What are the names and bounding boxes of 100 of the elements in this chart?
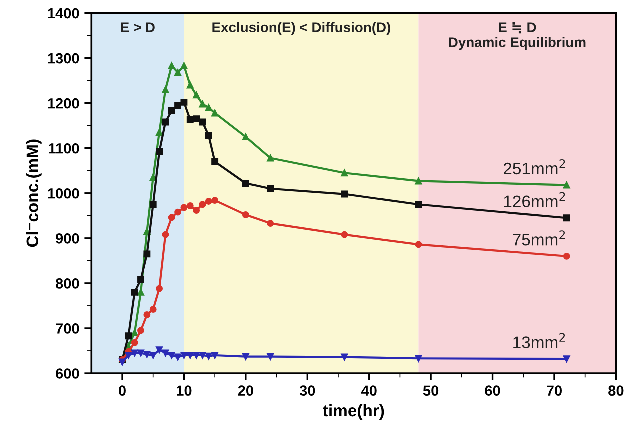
series-label: 126mm$^{2}$ xyxy=(504,192,566,208)
point xyxy=(205,352,212,360)
point xyxy=(205,132,212,140)
point xyxy=(168,108,176,114)
point xyxy=(186,82,194,89)
point xyxy=(205,104,212,112)
point xyxy=(341,231,348,238)
x-tick-label: 50 xyxy=(423,386,439,396)
band-label: E > D xyxy=(121,22,155,32)
point xyxy=(162,231,170,238)
point xyxy=(174,69,182,76)
x-tick-label: 30 xyxy=(300,386,316,396)
y-tick-label: 1300 xyxy=(48,53,80,64)
point xyxy=(144,228,151,236)
point xyxy=(138,327,144,334)
point xyxy=(150,352,157,359)
point xyxy=(156,148,163,156)
point xyxy=(242,134,250,141)
point xyxy=(168,214,176,222)
point xyxy=(341,170,348,177)
point xyxy=(180,98,188,106)
point xyxy=(156,285,163,292)
y-tick-label: 1200 xyxy=(48,98,80,109)
point xyxy=(144,351,151,358)
point xyxy=(131,288,138,296)
point xyxy=(125,332,132,340)
point xyxy=(180,352,188,359)
point xyxy=(415,355,422,362)
point xyxy=(242,353,250,360)
x-tick-label: 20 xyxy=(238,386,254,396)
point xyxy=(199,201,206,208)
point xyxy=(138,288,144,296)
x-tick-label: 10 xyxy=(177,386,192,396)
point xyxy=(193,92,200,99)
point xyxy=(186,202,194,210)
point xyxy=(138,276,144,284)
x-tick-label: 60 xyxy=(485,386,500,396)
point xyxy=(174,354,182,361)
point xyxy=(150,201,157,208)
point xyxy=(199,100,206,108)
point xyxy=(193,207,200,214)
point xyxy=(150,306,157,314)
y-tick-label: 1400 xyxy=(48,8,80,19)
point xyxy=(242,212,250,218)
point xyxy=(242,180,250,187)
point xyxy=(162,350,170,357)
point xyxy=(138,350,144,357)
point xyxy=(162,86,170,94)
point xyxy=(267,154,274,162)
point xyxy=(563,182,570,189)
y-tick-label: 600 xyxy=(56,368,80,379)
y-tick-label: 900 xyxy=(56,234,80,244)
point xyxy=(267,185,274,192)
y-tick-label: 800 xyxy=(56,278,80,289)
point xyxy=(212,110,219,117)
point xyxy=(415,178,422,185)
x-tick-label: 40 xyxy=(361,386,377,396)
point xyxy=(267,353,274,360)
point xyxy=(193,116,200,123)
point xyxy=(199,118,206,126)
x-axis-title: time(hr) xyxy=(323,404,384,420)
point xyxy=(180,204,188,212)
point xyxy=(180,62,188,70)
point xyxy=(212,158,219,166)
point xyxy=(415,241,422,248)
point xyxy=(199,352,206,359)
point xyxy=(267,220,274,228)
point xyxy=(119,358,126,366)
point xyxy=(168,62,176,70)
point xyxy=(174,102,182,110)
x-tick-label: 70 xyxy=(547,386,562,396)
point xyxy=(168,352,176,359)
y-tick-label: 1100 xyxy=(49,143,80,154)
point xyxy=(563,356,570,363)
x-tick-label: 80 xyxy=(608,386,624,396)
y-tick-label: 700 xyxy=(56,324,80,334)
point xyxy=(341,354,348,361)
point xyxy=(131,329,138,336)
point xyxy=(341,190,348,198)
point xyxy=(156,129,163,136)
y-tick-label: 1000 xyxy=(48,188,80,199)
point xyxy=(186,116,194,124)
point xyxy=(212,352,219,359)
point xyxy=(193,352,200,359)
point xyxy=(144,250,151,258)
x-tick-label: 0 xyxy=(119,386,126,396)
point xyxy=(186,352,194,359)
point xyxy=(212,197,219,204)
series-label: 13mm$^{2}$ xyxy=(514,333,566,348)
point xyxy=(150,174,157,182)
point xyxy=(144,311,151,318)
point xyxy=(156,346,163,354)
point xyxy=(162,118,170,126)
point xyxy=(131,350,138,357)
band-label: E ≒ D Dynamic Equilibrium xyxy=(449,22,586,50)
point xyxy=(174,208,182,216)
point xyxy=(125,352,132,359)
point xyxy=(205,198,212,205)
y-axis-title: Cl⁻conc.(mM) xyxy=(26,140,42,248)
point xyxy=(415,201,422,208)
